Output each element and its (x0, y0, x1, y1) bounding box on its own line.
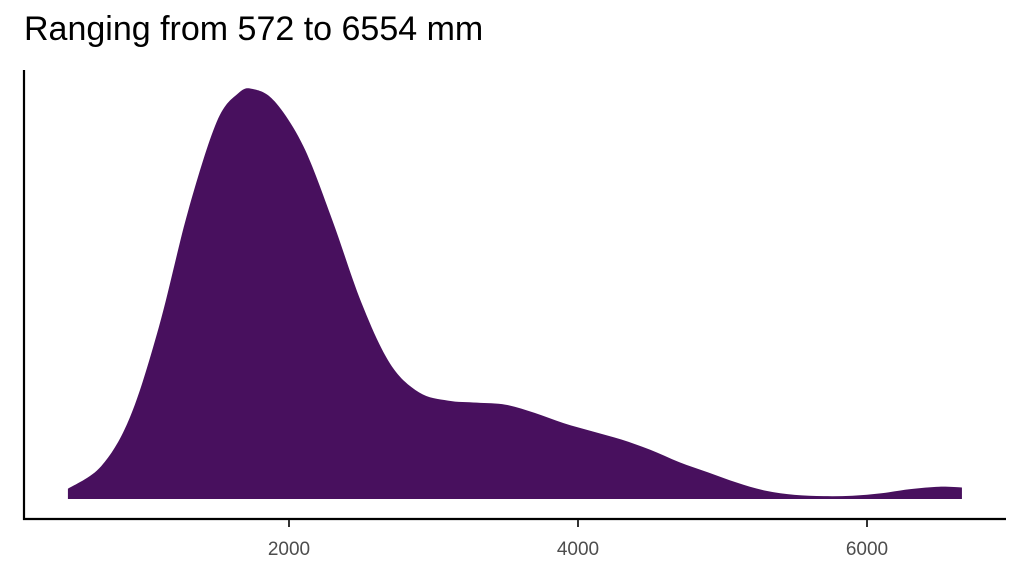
chart-title: Ranging from 572 to 6554 mm (24, 10, 484, 48)
density-area (67, 88, 962, 500)
x-tick-label: 6000 (846, 539, 888, 560)
x-tick-label: 2000 (268, 539, 310, 560)
x-tick-label: 4000 (557, 539, 599, 560)
x-axis-ticks: 2000 4000 6000 (268, 520, 888, 560)
